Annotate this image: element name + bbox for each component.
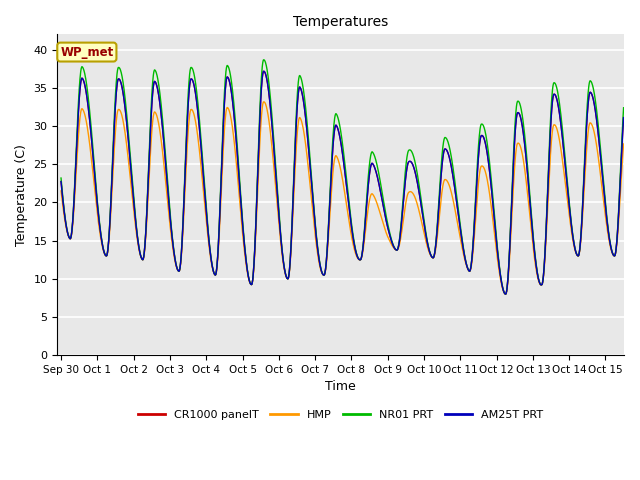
Legend: CR1000 panelT, HMP, NR01 PRT, AM25T PRT: CR1000 panelT, HMP, NR01 PRT, AM25T PRT — [133, 406, 548, 425]
Text: WP_met: WP_met — [60, 46, 113, 59]
X-axis label: Time: Time — [325, 381, 356, 394]
Title: Temperatures: Temperatures — [293, 15, 388, 29]
Y-axis label: Temperature (C): Temperature (C) — [15, 144, 28, 246]
